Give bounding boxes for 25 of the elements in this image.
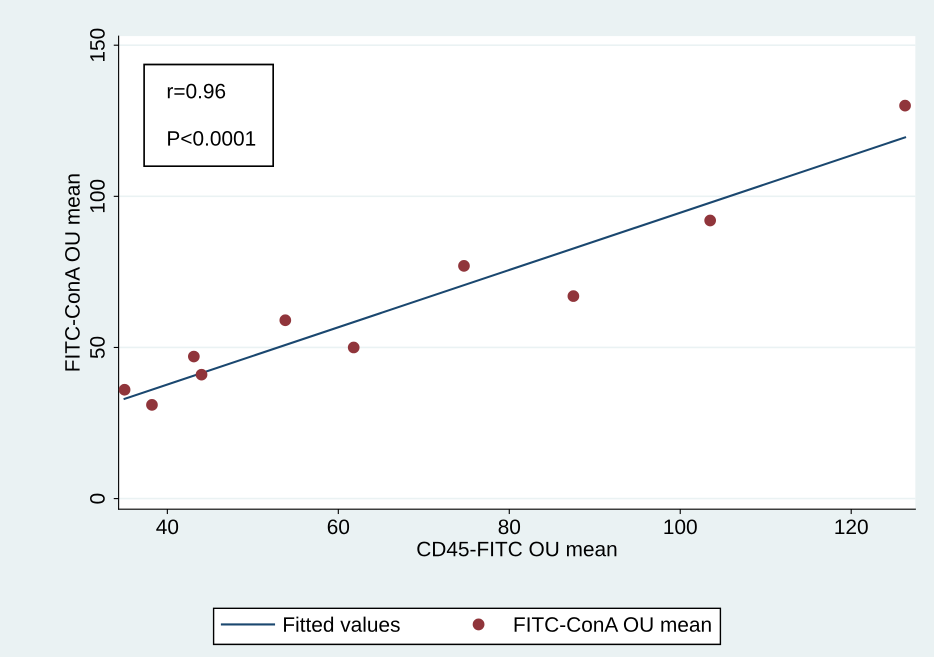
- x-axis-title: CD45-FITC OU mean: [417, 542, 616, 556]
- point: [279, 314, 292, 326]
- legend-label: Fitted values: [284, 616, 400, 632]
- point: [188, 350, 200, 362]
- y-axis-title: FITC-ConA OU mean: [65, 174, 80, 371]
- annotation: P<0.0001: [168, 131, 256, 146]
- x-tick-label: 100: [664, 519, 697, 534]
- y-tick-label: 100: [90, 180, 105, 212]
- y-tick-label: 0: [90, 494, 105, 504]
- point: [196, 368, 208, 381]
- point: [348, 342, 360, 354]
- legend-label: FITC-ConA OU mean: [514, 617, 711, 632]
- x-tick-label: 40: [156, 519, 178, 534]
- x-tick-label: 80: [498, 519, 520, 534]
- point: [118, 384, 130, 396]
- point: [568, 290, 580, 302]
- point: [458, 260, 470, 272]
- y-tick-label: 150: [90, 28, 105, 61]
- x-tick-label: 60: [328, 519, 350, 534]
- point: [146, 399, 158, 411]
- y-tick-label: 50: [90, 336, 105, 358]
- point: [704, 214, 716, 226]
- point: [899, 100, 911, 112]
- annotation: r=0.96: [168, 84, 226, 98]
- x-tick-label: 120: [835, 519, 868, 534]
